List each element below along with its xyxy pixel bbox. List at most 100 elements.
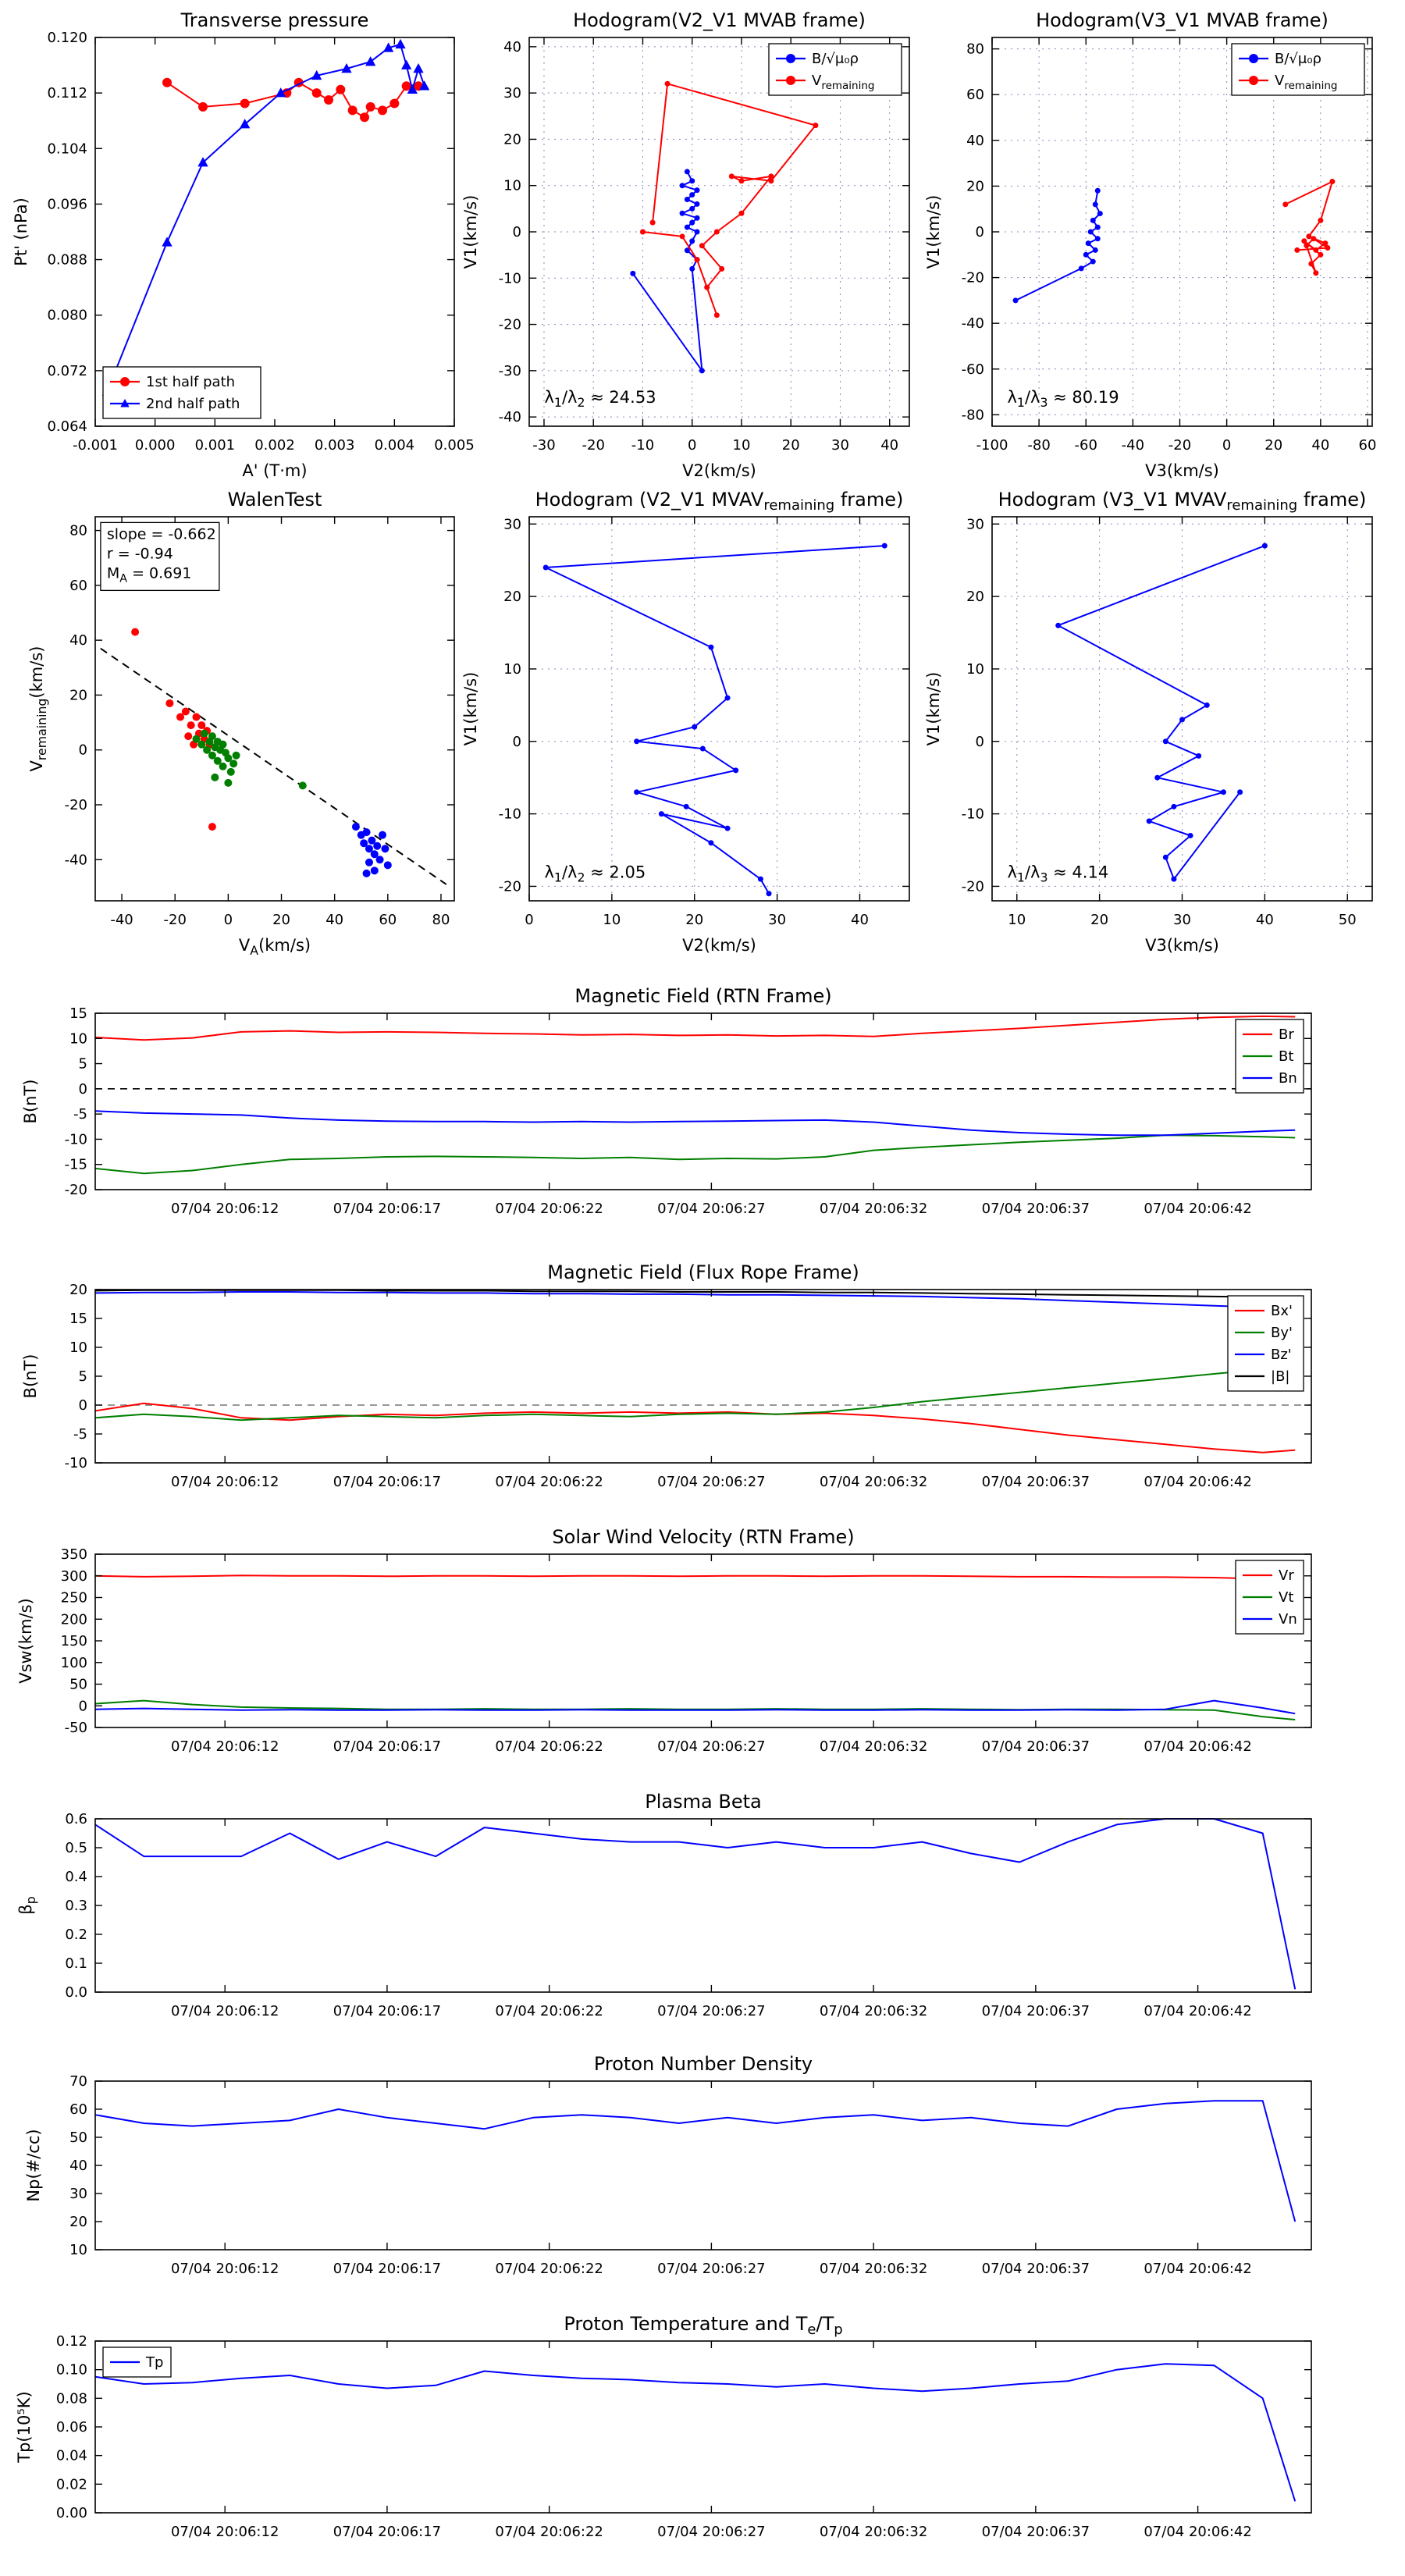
y-tick-label: 60 xyxy=(69,578,87,594)
plot-frame xyxy=(94,1553,1312,1728)
x-tick-label: 07/04 20:06:17 xyxy=(333,2003,441,2019)
y-tick-label: 0.112 xyxy=(47,85,87,101)
x-tick-label: 07/04 20:06:32 xyxy=(820,2524,927,2540)
x-axis-label: V3(km/s) xyxy=(1145,461,1219,480)
legend-label: 1st half path xyxy=(146,374,235,390)
annotation: λ1/λ2 ≈ 24.53 xyxy=(544,388,656,410)
y-tick-label: -20 xyxy=(499,878,521,895)
series-Bn xyxy=(94,1110,1296,1137)
legend-label: Tp xyxy=(145,2354,163,2371)
series-path-markers xyxy=(542,543,887,897)
x-tick-label: 0.003 xyxy=(315,437,355,454)
annotation: λ1/λ3 ≈ 4.14 xyxy=(1007,863,1108,884)
y-tick-label: 20 xyxy=(503,589,521,605)
legend: 1st half path 2nd half path xyxy=(102,366,261,419)
y-tick-label: -80 xyxy=(962,407,984,423)
x-tick-label: 07/04 20:06:27 xyxy=(657,1474,765,1490)
legend-label: Bt xyxy=(1279,1048,1293,1065)
x-tick-label: -100 xyxy=(976,437,1008,454)
x-axis-label: V2(km/s) xyxy=(682,936,756,955)
x-tick-label: 30 xyxy=(768,912,786,928)
x-tick-label: 40 xyxy=(1256,912,1274,928)
y-tick-label: 20 xyxy=(966,589,984,605)
x-tick-label: 07/04 20:06:22 xyxy=(495,1738,603,1755)
y-tick-label: 0.3 xyxy=(65,1898,87,1914)
y-tick-label: -50 xyxy=(65,1720,87,1736)
legend-label: Bn xyxy=(1279,1070,1297,1087)
x-tick-label: -40 xyxy=(110,912,133,928)
y-tick-label: 40 xyxy=(503,39,521,55)
x-tick-label: 0 xyxy=(1222,437,1231,454)
plot-frame xyxy=(94,516,455,902)
series-path-markers xyxy=(1055,543,1268,882)
y-tick-label: 0.6 xyxy=(65,1811,87,1827)
x-tick-label: 0 xyxy=(688,437,696,454)
x-tick-label: 07/04 20:06:42 xyxy=(1144,1201,1251,1217)
x-tick-label: 07/04 20:06:32 xyxy=(820,2003,927,2019)
chart-title: WalenTest xyxy=(228,489,322,511)
x-tick-label: -20 xyxy=(164,912,187,928)
y-axis-label: Np(#/cc) xyxy=(24,2129,43,2201)
chart-title: Plasma Beta xyxy=(645,1791,761,1813)
y-tick-label: 30 xyxy=(503,516,521,532)
x-tick-label: -60 xyxy=(1075,437,1097,454)
x-tick-label: 07/04 20:06:42 xyxy=(1144,2524,1251,2540)
x-tick-label: 07/04 20:06:17 xyxy=(333,1474,441,1490)
y-tick-label: 0.080 xyxy=(47,308,87,324)
legend: B/√μ₀ρ Vremaining xyxy=(1231,43,1365,96)
y-tick-label: 50 xyxy=(69,2129,87,2146)
y-tick-label: 0 xyxy=(976,224,984,240)
chart-title: Hodogram(V2_V1 MVAB frame) xyxy=(573,9,866,31)
chart-hodogram-v3v1-mvav: 10 20 30 40 50 -20 -10 0 10 20 30 Hodogram (V3_V1 M… xyxy=(924,489,1373,955)
chart-hodogram-v3v1-mvab: -100 -80 -60 -40 -20 0 20 40 60 -80 -60 -40 -20 0 20 40… xyxy=(924,9,1376,480)
x-tick-label: -40 xyxy=(1122,437,1144,454)
legend-label: Vr xyxy=(1279,1567,1294,1584)
y-tick-label: 0.5 xyxy=(65,1840,87,1856)
x-tick-label: 20 xyxy=(1264,437,1282,454)
y-tick-label: 50 xyxy=(69,1677,87,1693)
series-2nd-half-path xyxy=(106,43,425,392)
x-tick-label: 07/04 20:06:12 xyxy=(171,1474,279,1490)
x-tick-label: 07/04 20:06:42 xyxy=(1144,1474,1251,1490)
series-beta-p xyxy=(94,1818,1297,1990)
y-tick-label: 0.12 xyxy=(56,2333,87,2350)
chart-title: Solar Wind Velocity (RTN Frame) xyxy=(552,1526,854,1548)
legend: Bx' By' Bz' |B| xyxy=(1227,1295,1304,1392)
y-tick-label: 0.120 xyxy=(47,30,87,46)
x-axis-label: V3(km/s) xyxy=(1145,936,1219,955)
y-tick-label: 100 xyxy=(61,1655,87,1671)
y-tick-label: 10 xyxy=(503,661,521,678)
chart-walen-test: -40 -20 0 20 40 60 80 -40 -20 0 20 40 60 80 WalenTest V… xyxy=(27,489,455,958)
annotation-box xyxy=(100,521,220,592)
series-first-half-points-markers xyxy=(131,628,216,831)
y-tick-label: 40 xyxy=(966,133,984,149)
legend-box xyxy=(768,43,902,96)
legend-box xyxy=(102,366,261,419)
series-path xyxy=(1057,545,1265,881)
plot-frame xyxy=(94,2340,1312,2514)
x-tick-label: 07/04 20:06:12 xyxy=(171,2524,279,2540)
x-tick-label: 07/04 20:06:17 xyxy=(333,2261,441,2277)
chart-magnetic-field-rtn: 07/04 20:06:12 07/04 20:06:17 07/04 20:06:… xyxy=(21,985,1312,1217)
annotation: λ1/λ3 ≈ 80.19 xyxy=(1007,388,1119,410)
series-Bx' xyxy=(94,1402,1296,1453)
y-tick-label: 150 xyxy=(61,1633,87,1649)
series-Vt xyxy=(94,1699,1296,1720)
y-tick-label: 60 xyxy=(69,2101,87,2118)
x-tick-label: 80 xyxy=(432,912,450,928)
chart-title: Transverse pressure xyxy=(180,9,369,31)
y-tick-label: 20 xyxy=(69,2214,87,2230)
y-axis-label: Vsw(km/s) xyxy=(16,1598,35,1684)
y-tick-label: -10 xyxy=(65,1131,87,1147)
y-tick-label: 20 xyxy=(69,1282,87,1298)
annotation: λ1/λ2 ≈ 2.05 xyxy=(544,863,646,884)
series-Tp xyxy=(94,2363,1297,2502)
y-tick-label: 15 xyxy=(69,1005,87,1022)
plot-frame xyxy=(94,1289,1312,1464)
x-tick-label: 0.005 xyxy=(434,437,475,454)
y-tick-label: 250 xyxy=(61,1590,87,1606)
y-tick-label: 15 xyxy=(69,1311,87,1327)
x-tick-label: 30 xyxy=(831,437,849,454)
x-tick-label: 07/04 20:06:42 xyxy=(1144,1738,1251,1755)
